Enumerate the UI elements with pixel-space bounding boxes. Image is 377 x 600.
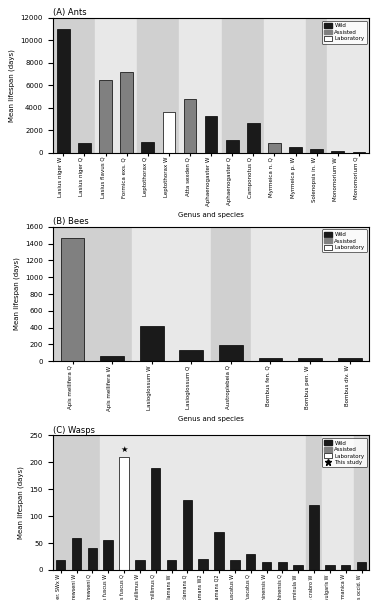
Bar xyxy=(277,562,287,570)
Bar xyxy=(135,560,145,570)
Bar xyxy=(151,467,161,570)
Bar xyxy=(103,541,113,570)
Bar xyxy=(357,562,366,570)
Bar xyxy=(184,99,196,152)
Bar xyxy=(87,548,97,570)
Bar xyxy=(310,149,323,152)
Legend: Wild, Assisted, Laboratory: Wild, Assisted, Laboratory xyxy=(322,21,367,44)
Bar xyxy=(61,238,84,361)
X-axis label: Genus and species: Genus and species xyxy=(178,416,244,422)
Bar xyxy=(53,18,95,152)
Bar xyxy=(293,565,303,570)
Bar xyxy=(251,227,369,361)
Bar xyxy=(327,18,369,152)
Bar xyxy=(259,358,282,361)
Bar xyxy=(322,436,354,570)
Legend: Wild, Assisted, Laboratory: Wild, Assisted, Laboratory xyxy=(322,229,367,252)
Bar xyxy=(100,436,306,570)
Bar xyxy=(246,554,256,570)
Bar xyxy=(119,457,129,570)
Bar xyxy=(95,18,137,152)
Bar xyxy=(222,18,264,152)
Bar xyxy=(53,436,100,570)
Y-axis label: Mean lifespan (days): Mean lifespan (days) xyxy=(13,257,20,331)
Bar xyxy=(331,151,344,152)
Bar xyxy=(137,18,179,152)
Bar xyxy=(298,358,322,361)
Bar xyxy=(309,505,319,570)
Bar xyxy=(99,80,112,152)
Bar xyxy=(205,116,218,152)
Bar xyxy=(338,358,362,361)
Bar xyxy=(325,565,335,570)
Bar xyxy=(198,559,208,570)
Y-axis label: Mean lifespan (days): Mean lifespan (days) xyxy=(9,49,15,122)
Legend: Wild, Assisted, Laboratory, This study: Wild, Assisted, Laboratory, This study xyxy=(322,438,367,467)
Bar xyxy=(211,227,251,361)
Bar xyxy=(72,538,81,570)
Bar xyxy=(167,560,176,570)
Bar xyxy=(100,356,124,361)
Bar xyxy=(306,436,322,570)
Bar xyxy=(264,18,306,152)
Text: (C) Wasps: (C) Wasps xyxy=(53,425,95,434)
Bar xyxy=(120,72,133,152)
Text: ★: ★ xyxy=(120,445,128,454)
Bar xyxy=(262,562,271,570)
Bar xyxy=(57,29,70,152)
Bar xyxy=(289,147,302,152)
X-axis label: Genus and species: Genus and species xyxy=(178,212,244,218)
Bar xyxy=(141,142,154,152)
Bar xyxy=(132,227,211,361)
Bar xyxy=(214,532,224,570)
Bar xyxy=(226,140,239,152)
Bar xyxy=(162,112,175,152)
Bar xyxy=(230,560,240,570)
Bar xyxy=(247,124,260,152)
Text: (A) Ants: (A) Ants xyxy=(53,8,86,17)
Bar xyxy=(53,227,132,361)
Bar xyxy=(268,143,281,152)
Bar xyxy=(78,143,91,152)
Bar xyxy=(182,500,192,570)
Bar xyxy=(219,346,243,361)
Bar xyxy=(306,18,327,152)
Bar xyxy=(140,326,164,361)
Bar xyxy=(179,350,203,361)
Text: (B) Bees: (B) Bees xyxy=(53,217,89,226)
Bar xyxy=(179,18,222,152)
Bar xyxy=(354,436,369,570)
Bar xyxy=(341,565,351,570)
Bar xyxy=(56,560,66,570)
Y-axis label: Mean lifespan (days): Mean lifespan (days) xyxy=(17,466,24,539)
